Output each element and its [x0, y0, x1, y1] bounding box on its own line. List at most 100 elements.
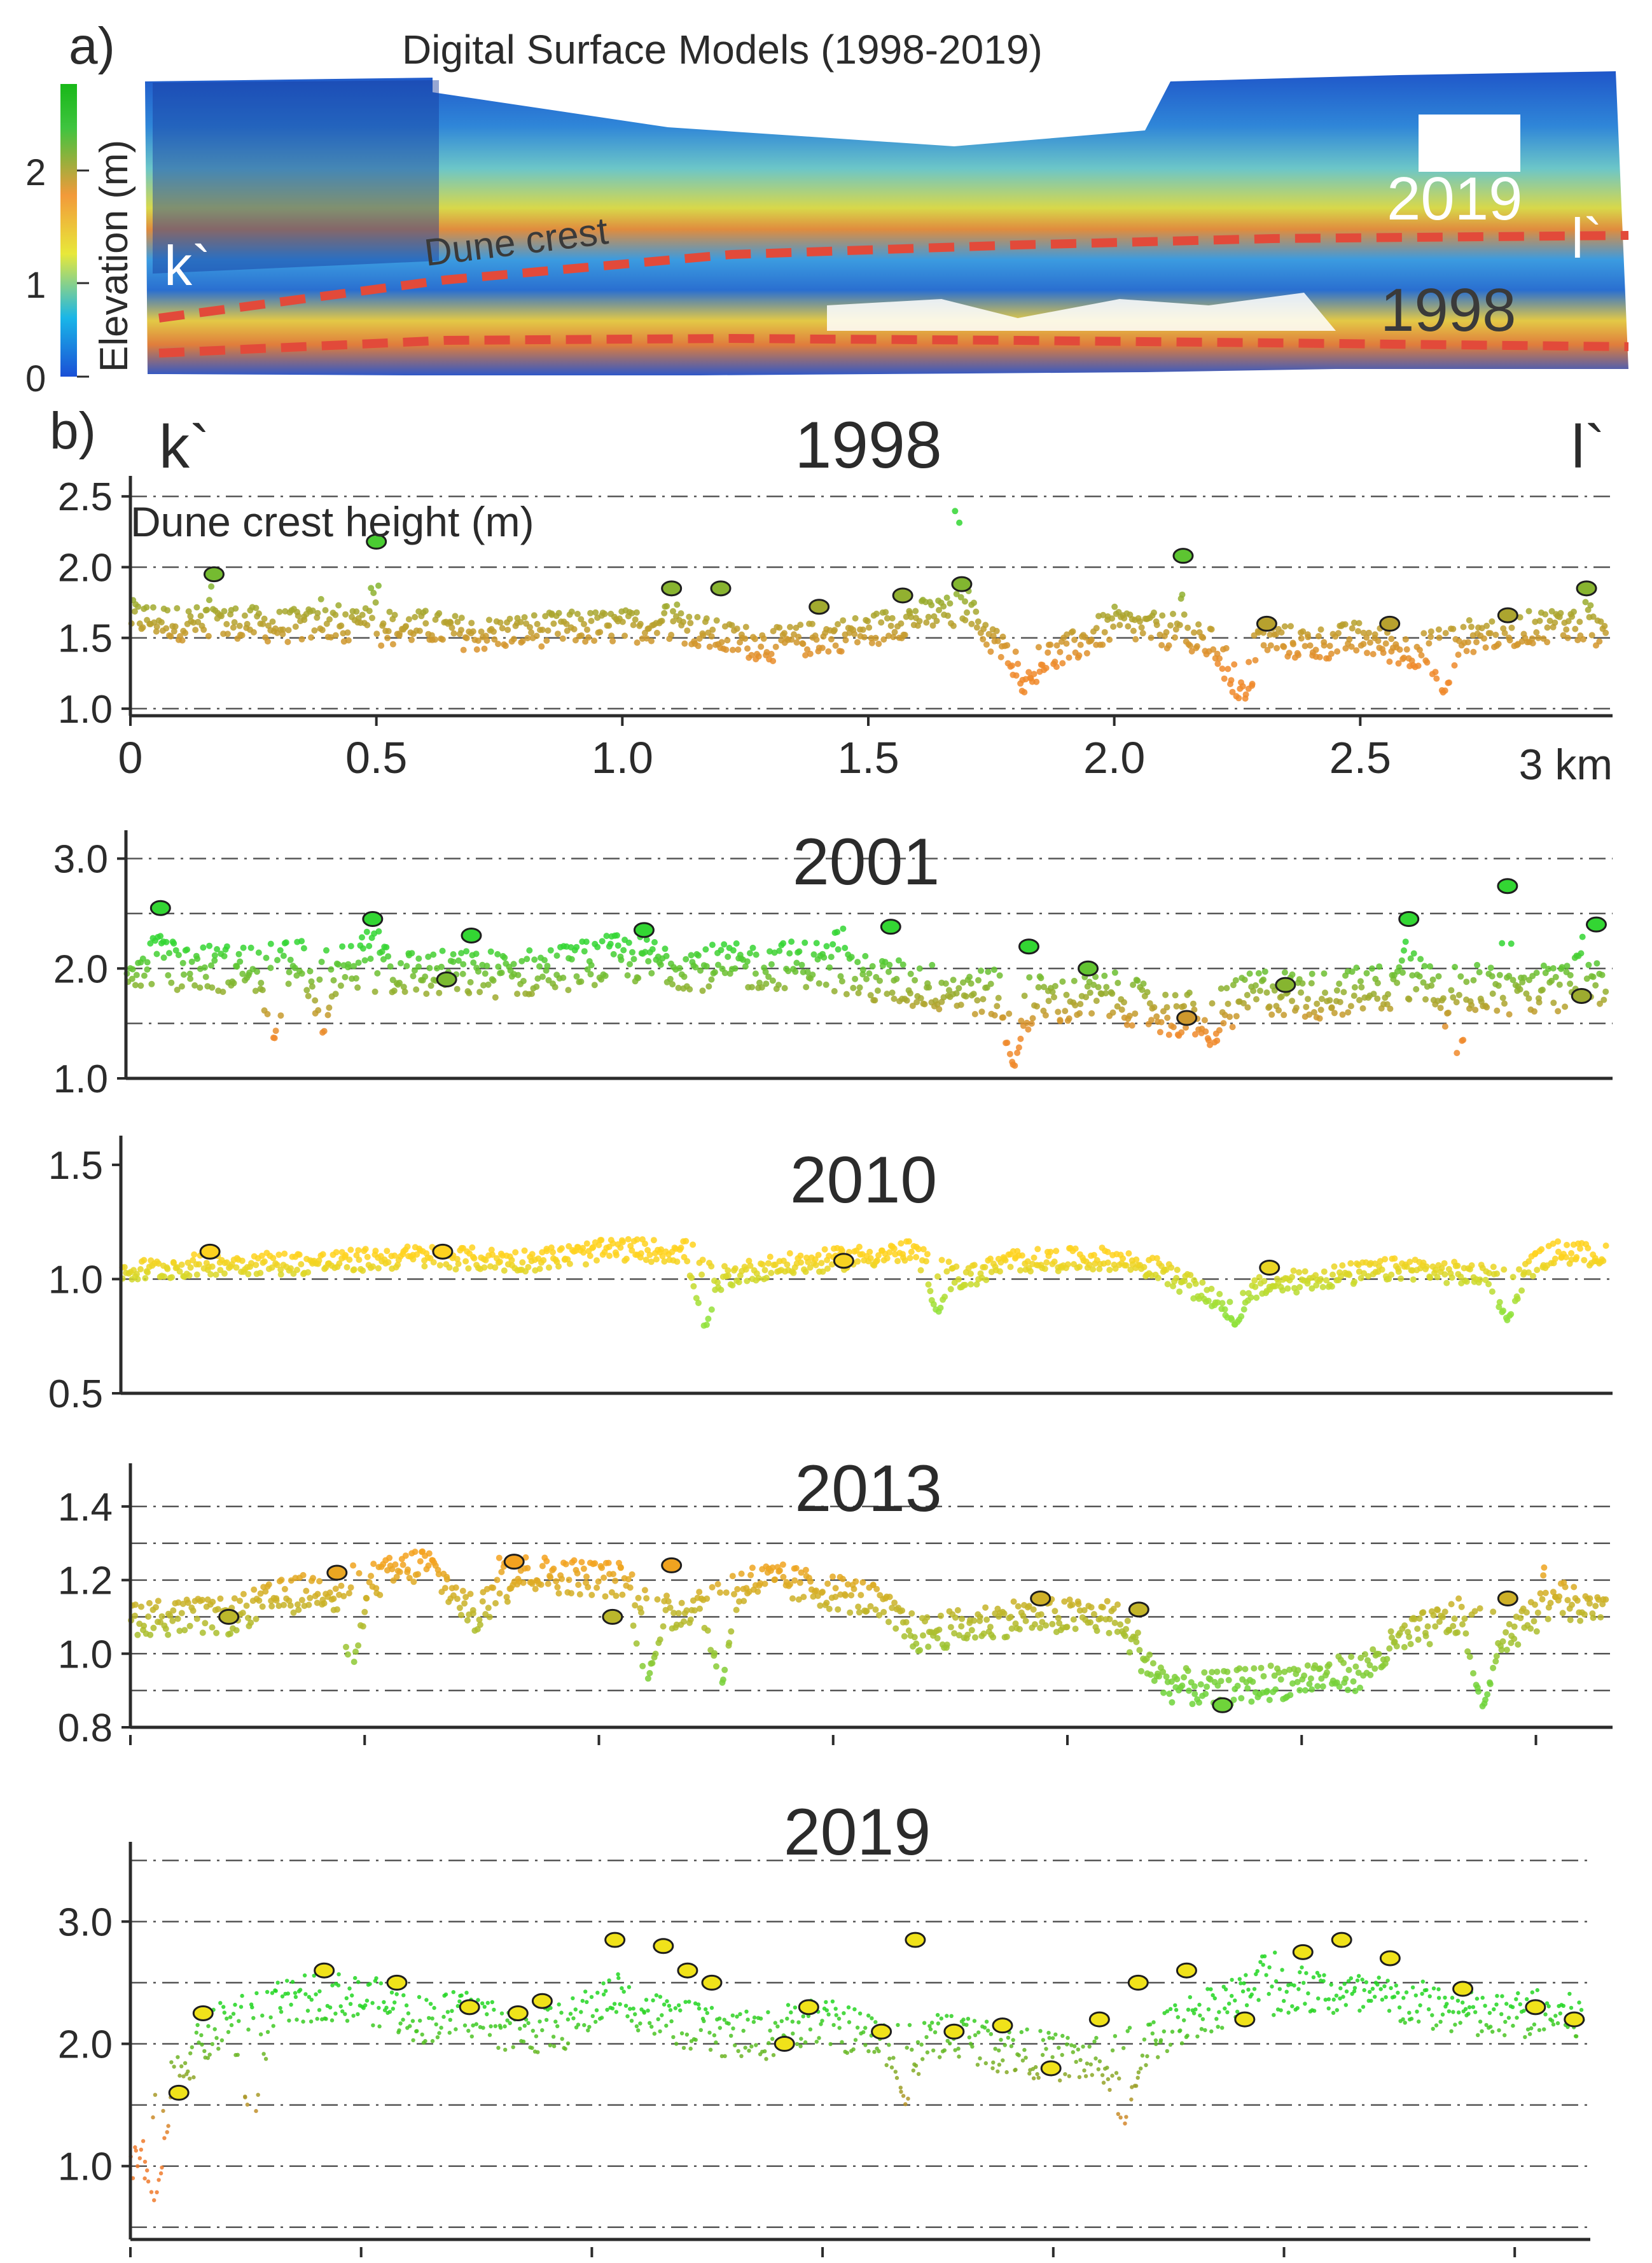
data-point [1423, 1263, 1430, 1270]
data-point [599, 938, 606, 945]
data-point [1151, 1004, 1158, 1011]
data-point [502, 643, 509, 650]
data-point [738, 1570, 745, 1577]
data-point [877, 2049, 881, 2054]
data-point [478, 628, 485, 635]
data-point [1577, 1245, 1583, 1252]
data-point [708, 1306, 715, 1313]
data-point [913, 999, 920, 1006]
data-point [547, 947, 554, 954]
data-point [268, 2015, 273, 2020]
data-point [1481, 635, 1487, 642]
data-point [1303, 1003, 1310, 1010]
data-point [1300, 1965, 1304, 1970]
data-point [285, 1979, 289, 1983]
point-cloud-2019 [128, 1950, 1585, 2203]
data-point [866, 624, 873, 631]
data-point [533, 984, 540, 990]
data-point [854, 639, 861, 646]
data-point [646, 1251, 653, 1258]
data-point [462, 2023, 468, 2028]
data-point [785, 968, 792, 975]
data-point [802, 1566, 809, 1573]
data-point [186, 1272, 193, 1279]
data-point [504, 1598, 511, 1605]
data-point [333, 2011, 338, 2016]
data-point [475, 637, 482, 644]
data-point [1206, 2007, 1211, 2012]
data-point [1572, 625, 1579, 632]
data-point [401, 988, 408, 995]
data-point [926, 984, 933, 991]
data-point [675, 1610, 682, 1617]
data-point [263, 2057, 268, 2061]
colorbar-ticklabel-1: 1 [25, 265, 46, 306]
data-point [165, 972, 172, 978]
data-point [568, 956, 575, 963]
data-point [422, 973, 429, 980]
data-point [1261, 968, 1268, 975]
data-point [990, 1634, 997, 1641]
data-point [386, 1554, 393, 1561]
data-point [648, 2021, 652, 2025]
data-point [1088, 1604, 1095, 1611]
data-point [183, 2061, 188, 2065]
data-point [411, 967, 418, 974]
data-point [1550, 1240, 1557, 1247]
data-point [613, 1251, 620, 1258]
data-point [1061, 1598, 1068, 1605]
data-point [768, 650, 775, 657]
data-point [524, 1564, 531, 1571]
data-point [960, 979, 966, 986]
data-point [1306, 1680, 1313, 1687]
data-point [254, 1991, 259, 1996]
data-point [195, 618, 202, 625]
data-point [1340, 1659, 1347, 1666]
data-point [1473, 639, 1480, 646]
data-point [410, 1256, 417, 1263]
data-point [1529, 2026, 1534, 2031]
data-point [519, 637, 526, 644]
data-point [245, 2102, 250, 2107]
data-point [687, 2000, 691, 2004]
data-point [1307, 642, 1314, 649]
y-tick-label: 1.0 [53, 1057, 108, 1101]
data-point [780, 940, 787, 947]
data-point [522, 1554, 529, 1561]
data-point [225, 2016, 229, 2021]
data-point [1242, 1666, 1249, 1673]
data-point [704, 1595, 711, 1602]
data-point [1431, 2026, 1435, 2031]
data-point [1349, 968, 1356, 975]
data-point [899, 961, 906, 968]
data-point [1247, 1294, 1254, 1301]
data-point [503, 2024, 507, 2029]
data-point [1168, 2042, 1173, 2047]
data-point [1178, 2028, 1183, 2033]
data-point [1198, 2013, 1202, 2018]
data-point [793, 639, 800, 646]
data-point [1294, 1678, 1301, 1685]
data-point [554, 630, 561, 637]
data-point [709, 942, 716, 949]
data-point [1558, 2011, 1562, 2016]
data-point [1168, 2007, 1173, 2011]
data-point [1295, 1667, 1301, 1674]
data-point [210, 2042, 214, 2047]
data-point [1135, 2075, 1140, 2080]
data-point [1323, 1277, 1330, 1284]
data-point [749, 984, 755, 991]
data-point [1153, 2038, 1158, 2043]
data-point [455, 957, 462, 964]
data-point [1351, 984, 1358, 991]
data-point [1503, 1647, 1510, 1654]
data-point [1328, 650, 1335, 657]
data-point [321, 1027, 328, 1034]
data-point [275, 1603, 282, 1610]
chart-title: 2019 [784, 1795, 931, 1869]
data-point [1525, 608, 1532, 615]
crest-point [1259, 1260, 1281, 1276]
data-point [1289, 1274, 1295, 1281]
data-point [178, 983, 185, 990]
data-point [741, 2028, 746, 2033]
